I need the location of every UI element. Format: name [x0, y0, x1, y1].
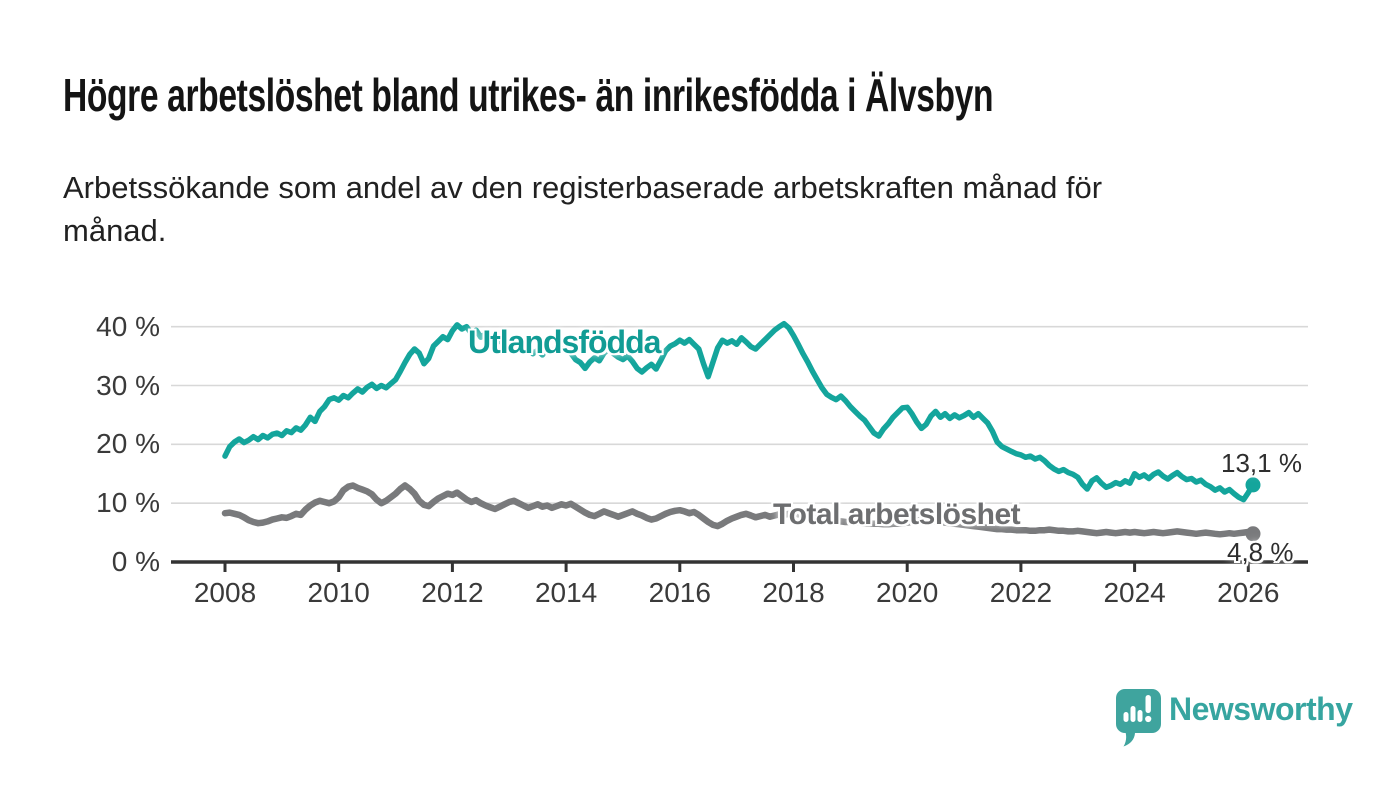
x-axis-label-2024: 2024: [1103, 577, 1166, 608]
x-axis-label-2022: 2022: [989, 577, 1053, 608]
chart-subtitle-line-2: månad.: [63, 213, 167, 248]
chart-subtitle: Arbetssökande som andel av den registerb…: [63, 166, 1102, 252]
end-value-label-total-arbetsloshet: 4,8 %: [1227, 537, 1294, 567]
series-line-total-arbetsloshet: [221, 482, 1257, 538]
newsworthy-wordmark: Newsworthy: [1169, 691, 1353, 727]
y-axis-label-20: 20 %: [96, 428, 160, 460]
x-axis-label-2010: 2010: [307, 577, 370, 608]
series-end-dot-total-arbetsloshet: [1245, 526, 1261, 542]
y-axis-label-30: 30 %: [96, 369, 160, 401]
end-value-label-utlandsfodda: 13,1 %: [1221, 448, 1302, 478]
chart-title: Högre arbetslöshet bland utrikes- än inr…: [63, 69, 994, 121]
chart-subtitle-line-1: Arbetssökande som andel av den registerb…: [63, 170, 1103, 205]
series-label-total-arbetsloshet: Total arbetslöshet: [773, 498, 1021, 531]
speech-bubble-bar-chart-icon: [1116, 689, 1161, 747]
y-axis-label-0: 0 %: [111, 546, 160, 577]
x-axis-label-2018: 2018: [762, 577, 825, 608]
x-axis-label-2020: 2020: [876, 577, 939, 608]
x-axis-label-2012: 2012: [421, 577, 484, 608]
x-axis-label-2016: 2016: [648, 577, 711, 608]
y-axis-label-10: 10 %: [96, 487, 160, 519]
y-axis-label-40: 40 %: [96, 310, 160, 342]
series-end-dot-utlandsfodda: [1245, 477, 1261, 493]
x-axis-label-2014: 2014: [534, 577, 598, 608]
x-axis-label-2026: 2026: [1217, 577, 1280, 608]
x-axis-label-2008: 2008: [193, 577, 257, 608]
series-line-utlandsfodda: [222, 320, 1256, 503]
newsworthy-logo: [1113, 686, 1163, 748]
series-label-utlandsfodda: Utlandsfödda: [468, 324, 661, 360]
